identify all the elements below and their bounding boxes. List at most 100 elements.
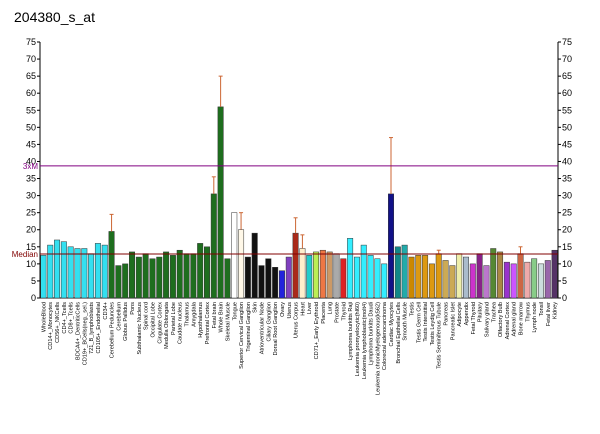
x-tick-label: Fetal liver <box>546 302 552 326</box>
bar <box>476 253 483 299</box>
x-tick-label: Skeletal Muscle <box>225 302 231 341</box>
x-tick-label: Pancreas <box>444 302 450 326</box>
bar <box>340 258 347 299</box>
x-tick-label: Prostate <box>334 302 340 323</box>
y-tick-label-right: 0 <box>562 293 567 303</box>
x-tick-label: Thymus <box>525 302 531 322</box>
bar <box>217 106 224 299</box>
x-tick-label: BDCA4+_DentriticCells <box>75 302 81 360</box>
x-tick-label: Globus Pallidus <box>123 302 129 341</box>
bar <box>60 241 67 299</box>
bar <box>54 239 61 299</box>
bar <box>258 265 265 299</box>
bar <box>347 238 354 299</box>
y-tick-label: 10 <box>26 259 36 269</box>
x-tick-label: Uterus Corpus <box>294 302 300 338</box>
bar <box>537 263 544 299</box>
x-tick-label: CD105+_Endothelial <box>96 302 102 353</box>
y-tick-label-right: 30 <box>562 191 572 201</box>
bar <box>360 244 367 299</box>
x-tick-label: Lymphoma burkitts Raji <box>348 302 354 360</box>
bar <box>292 232 299 299</box>
y-tick-label-right: 50 <box>562 122 572 132</box>
bar <box>428 263 435 299</box>
x-tick-label: Spinal cord <box>144 302 150 330</box>
bar <box>517 253 524 299</box>
x-tick-label: Placenta <box>321 301 327 324</box>
x-tick-label: CD56+_NKCells <box>55 302 61 343</box>
bar <box>381 263 388 299</box>
bar <box>129 251 135 299</box>
x-tick-label: Lymph node <box>532 302 538 333</box>
bar <box>326 251 333 299</box>
x-tick-label: Adipocyte <box>457 302 463 327</box>
bar <box>469 263 476 299</box>
y-tick-label-right: 5 <box>562 276 567 286</box>
x-tick-label: Leukemia chronicMyelogenous(k562) <box>375 302 381 395</box>
bar <box>497 251 504 299</box>
bar <box>285 256 292 299</box>
bar <box>190 253 197 299</box>
x-tick-label: Ciliary Ganglion <box>266 302 272 341</box>
x-tick-label: CD71+_Early Erythroid <box>314 302 320 359</box>
x-tick-label: Caudate nucleus <box>178 302 184 344</box>
bar <box>408 256 415 299</box>
bar <box>197 243 204 299</box>
x-tick-label: Tonsil <box>539 302 545 316</box>
bar <box>149 258 156 299</box>
y-tick-label: 75 <box>26 37 36 47</box>
x-tick-label: Parietal Lobe <box>171 302 177 335</box>
x-tick-label: Dorsal Root Ganglion <box>273 302 279 355</box>
x-tick-label: Testis Leydig Cell <box>430 302 436 346</box>
x-tick-label: Testis <box>409 302 415 317</box>
bar <box>435 253 442 299</box>
y-tick-label-right: 35 <box>562 174 572 184</box>
y-tick-label: 25 <box>26 208 36 218</box>
bar <box>490 248 497 299</box>
x-tick-label: Pons <box>130 302 136 315</box>
bar <box>265 258 272 299</box>
bar <box>510 263 517 299</box>
x-tick-label: Testis Seminiferous Tubule <box>437 302 443 369</box>
x-tick-label: Amygdala <box>191 301 197 327</box>
x-tick-label: Occipital Lobe <box>150 302 156 337</box>
y-tick-label-right: 20 <box>562 225 572 235</box>
y-tick-label: 45 <box>26 139 36 149</box>
bar <box>251 232 258 299</box>
bar <box>367 255 374 299</box>
bar <box>142 253 149 299</box>
x-tick-label: Adrenal Cortex <box>505 302 511 340</box>
y-tick-label: 30 <box>26 191 36 201</box>
bar <box>483 265 490 299</box>
bar <box>353 256 360 299</box>
x-tick-label: Salivary gland <box>484 302 490 337</box>
bar <box>422 255 429 299</box>
bar <box>244 256 251 299</box>
bar <box>176 249 183 299</box>
x-tick-label: Fetal Thyroid <box>471 302 477 335</box>
x-tick-label: Superior Cervical Ganglion <box>239 302 245 369</box>
x-tick-label: CD8+_Tcells <box>69 302 75 334</box>
y-tick-label-right: 15 <box>562 242 572 252</box>
bar <box>231 212 238 299</box>
y-tick-label-right: 55 <box>562 105 572 115</box>
y-tick-label: 70 <box>26 54 36 64</box>
x-tick-label: Whole Brain <box>219 302 225 332</box>
x-tick-label: CD34+ <box>103 302 109 320</box>
bar <box>169 255 176 299</box>
x-tick-label: Heart <box>300 302 306 316</box>
bar <box>115 265 122 299</box>
x-tick-label: Cingulate Cortex <box>157 302 163 344</box>
y-tick-label-right: 45 <box>562 139 572 149</box>
x-tick-label: Thalamus <box>185 302 191 327</box>
y-tick-label-right: 10 <box>562 259 572 269</box>
bar <box>101 244 108 299</box>
bar <box>463 256 469 299</box>
bar <box>306 255 313 299</box>
x-tick-label: Uterus <box>287 302 293 319</box>
y-tick-label: 5 <box>31 276 36 286</box>
x-tick-label: Smooth Muscle <box>403 302 409 341</box>
x-tick-label: Cerebellum <box>116 302 122 331</box>
bar <box>531 258 538 299</box>
y-tick-label-right: 25 <box>562 208 572 218</box>
